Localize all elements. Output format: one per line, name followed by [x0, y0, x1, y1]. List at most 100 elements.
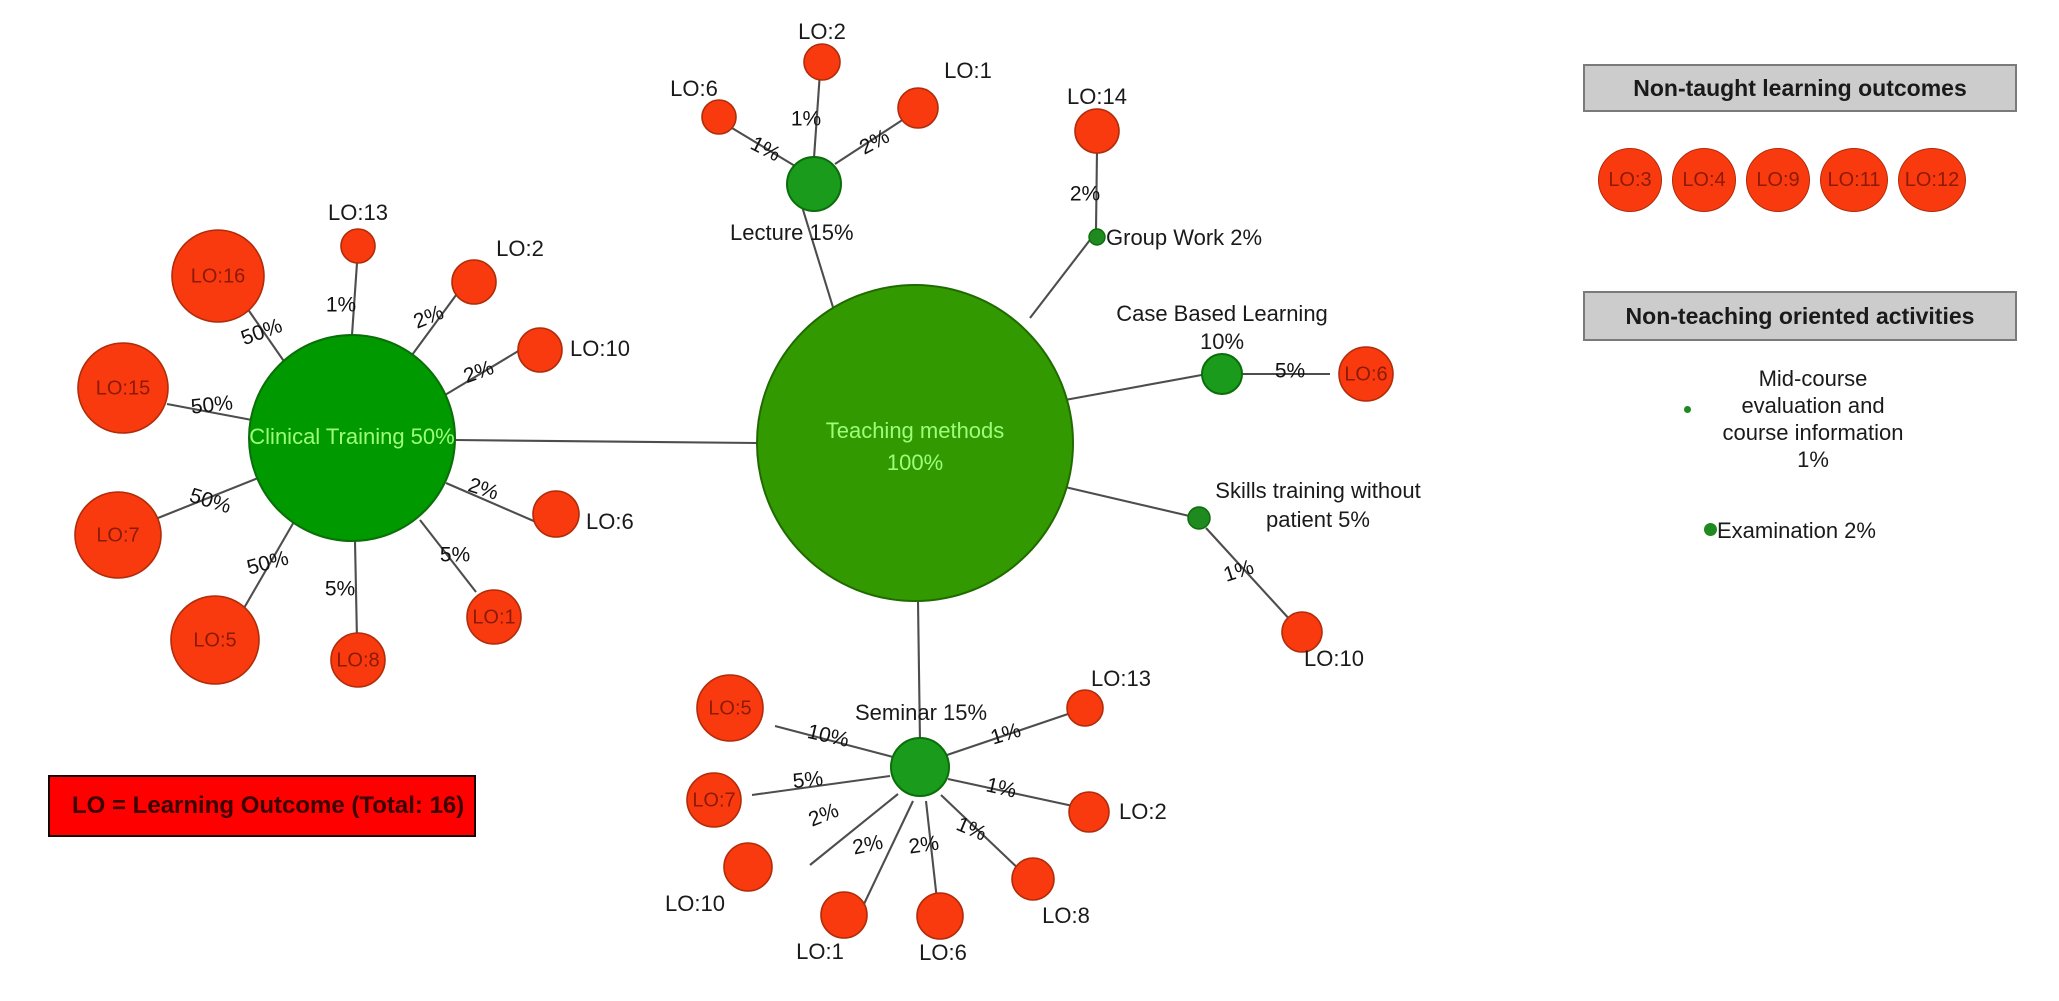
outcome-node[interactable] — [696, 674, 764, 742]
outcome-node[interactable] — [701, 99, 737, 135]
non-taught-chip-lo3[interactable]: LO:3 — [1598, 148, 1662, 212]
edge-clinical-lo6 — [445, 482, 537, 523]
edge-weight: 1% — [791, 108, 821, 131]
method-node-clinical-training[interactable] — [248, 334, 456, 542]
outcome-node[interactable] — [74, 491, 162, 579]
method-label-skills-line1: Skills training without — [1215, 478, 1420, 503]
outcome-node[interactable] — [532, 490, 580, 538]
edge-weight: 1% — [1221, 555, 1257, 586]
method-node-lecture[interactable] — [786, 156, 842, 212]
edge-weight: 2% — [805, 799, 842, 832]
method-node-seminar[interactable] — [890, 737, 950, 797]
edge-weight: 5% — [325, 578, 355, 601]
chip-label: LO:12 — [1904, 168, 1960, 191]
center-label-name: Teaching methods — [826, 418, 1005, 443]
outcome-node[interactable] — [170, 595, 260, 685]
outcome-node[interactable] — [897, 87, 939, 129]
edge-weight: 2% — [907, 832, 940, 859]
edge-seminar-lo1 — [863, 800, 914, 905]
edge-teaching-cbl — [1064, 370, 1219, 402]
outcome-node[interactable] — [1011, 857, 1055, 901]
outcome-label: LO:13 — [1091, 666, 1151, 691]
chip-label: LO:11 — [1827, 168, 1881, 191]
non-taught-chip-lo4[interactable]: LO:4 — [1672, 148, 1736, 212]
outcome-node[interactable] — [77, 342, 169, 434]
outcome-label: LO:10 — [1304, 646, 1364, 671]
outcome-node[interactable] — [1068, 791, 1110, 833]
edge-weight: 1% — [747, 132, 784, 166]
non-taught-chip-lo12[interactable]: LO:12 — [1898, 148, 1966, 212]
outcome-node[interactable] — [451, 259, 497, 305]
outcome-node[interactable] — [340, 228, 376, 264]
non-taught-chip-lo11[interactable]: LO:11 — [1820, 148, 1888, 212]
outcome-label: LO:2 — [496, 236, 544, 261]
outcome-node[interactable] — [517, 327, 563, 373]
legend-lo-text: LO = Learning Outcome (Total: 16) — [72, 792, 465, 819]
panel-header-non-teaching: Non-teaching oriented activities — [1583, 291, 2017, 341]
edge-weight: 2% — [1070, 183, 1100, 206]
outcome-node[interactable] — [916, 892, 964, 940]
outcome-node[interactable] — [803, 43, 841, 81]
outcome-label: LO:1 — [944, 58, 992, 83]
edge-weight: 5% — [1275, 360, 1305, 383]
chip-label: LO:4 — [1682, 168, 1726, 191]
cluster-seminar: 10% 1% 5% 1% 2% 2% 2% 1% LO:5 LO:13 LO:7… — [665, 666, 1167, 965]
outcome-label: LO:7 — [692, 789, 735, 811]
outcome-node[interactable] — [723, 842, 773, 892]
method-label-clinical-training: Clinical Training 50% — [249, 424, 454, 449]
method-node-case-based-learning[interactable] — [1201, 353, 1243, 395]
outcome-node[interactable] — [686, 772, 742, 828]
method-node-skills-training[interactable] — [1187, 506, 1211, 530]
non-teaching-item-midcourse: Mid-course evaluation and course informa… — [1698, 365, 1928, 473]
outcome-label: LO:6 — [670, 76, 718, 101]
outcome-label: LO:2 — [798, 19, 846, 44]
edge-skills-lo10 — [1205, 527, 1293, 623]
edge-groupwork-lo14 — [1094, 149, 1099, 231]
edge-seminar-lo8 — [940, 794, 1024, 874]
outcome-label: LO:2 — [1119, 799, 1167, 824]
examination-bullet-icon — [1704, 523, 1717, 536]
outcome-label: LO:10 — [570, 336, 630, 361]
edge-weight: 1% — [984, 773, 1019, 802]
chip-label: LO:9 — [1756, 168, 1800, 191]
edge-weight: 50% — [238, 314, 285, 350]
method-node-group-work[interactable] — [1088, 228, 1106, 246]
edge-clinical-lo15 — [166, 402, 253, 422]
outcome-node[interactable] — [330, 632, 386, 688]
midcourse-line1: Mid-course — [1758, 366, 1868, 391]
midcourse-line3: course information — [1722, 420, 1904, 445]
outcome-node[interactable] — [1066, 689, 1104, 727]
method-label-lecture: Lecture 15% — [730, 220, 854, 245]
edge-weight: 2% — [851, 831, 885, 860]
edge-seminar-lo5 — [774, 724, 894, 759]
edge-weight: 1% — [326, 294, 356, 317]
edge-clinical-lo10 — [444, 343, 531, 396]
method-node-teaching-methods[interactable] — [756, 284, 1074, 602]
edge-clinical-lo13 — [350, 262, 359, 336]
outcome-node[interactable] — [1074, 108, 1120, 154]
legend-lo-note: LO = Learning Outcome (Total: 16) — [48, 775, 476, 837]
cluster-skills-training: 1% LO:10 Skills training without patient… — [1187, 478, 1421, 671]
cluster-lecture: 1% 1% 2% LO:6 LO:2 LO:1 Lecture 15% — [670, 19, 992, 245]
non-taught-chip-lo9[interactable]: LO:9 — [1746, 148, 1810, 212]
outcome-label: LO:1 — [472, 606, 515, 628]
edge-seminar-lo10 — [809, 793, 899, 866]
panel-title-non-taught: Non-taught learning outcomes — [1633, 74, 1967, 101]
outcome-node[interactable] — [1338, 346, 1394, 402]
panel-title-non-teaching: Non-teaching oriented activities — [1625, 302, 1975, 329]
method-label-skills-line2: patient 5% — [1266, 507, 1370, 532]
non-teaching-item-examination: Examination 2% — [1717, 517, 1876, 544]
outcome-label: LO:13 — [328, 200, 388, 225]
outcome-node[interactable] — [820, 891, 868, 939]
edge-seminar-lo2 — [947, 777, 1074, 808]
chip-label: LO:3 — [1608, 168, 1652, 191]
center-node-group: Teaching methods 100% — [756, 284, 1074, 602]
midcourse-line2: evaluation and — [1741, 393, 1885, 418]
outcome-node[interactable] — [1281, 611, 1323, 653]
outcome-node[interactable] — [466, 589, 522, 645]
edge-seminar-lo13 — [946, 713, 1069, 756]
outcome-node[interactable] — [171, 229, 265, 323]
edge-weight: 50% — [244, 547, 291, 580]
